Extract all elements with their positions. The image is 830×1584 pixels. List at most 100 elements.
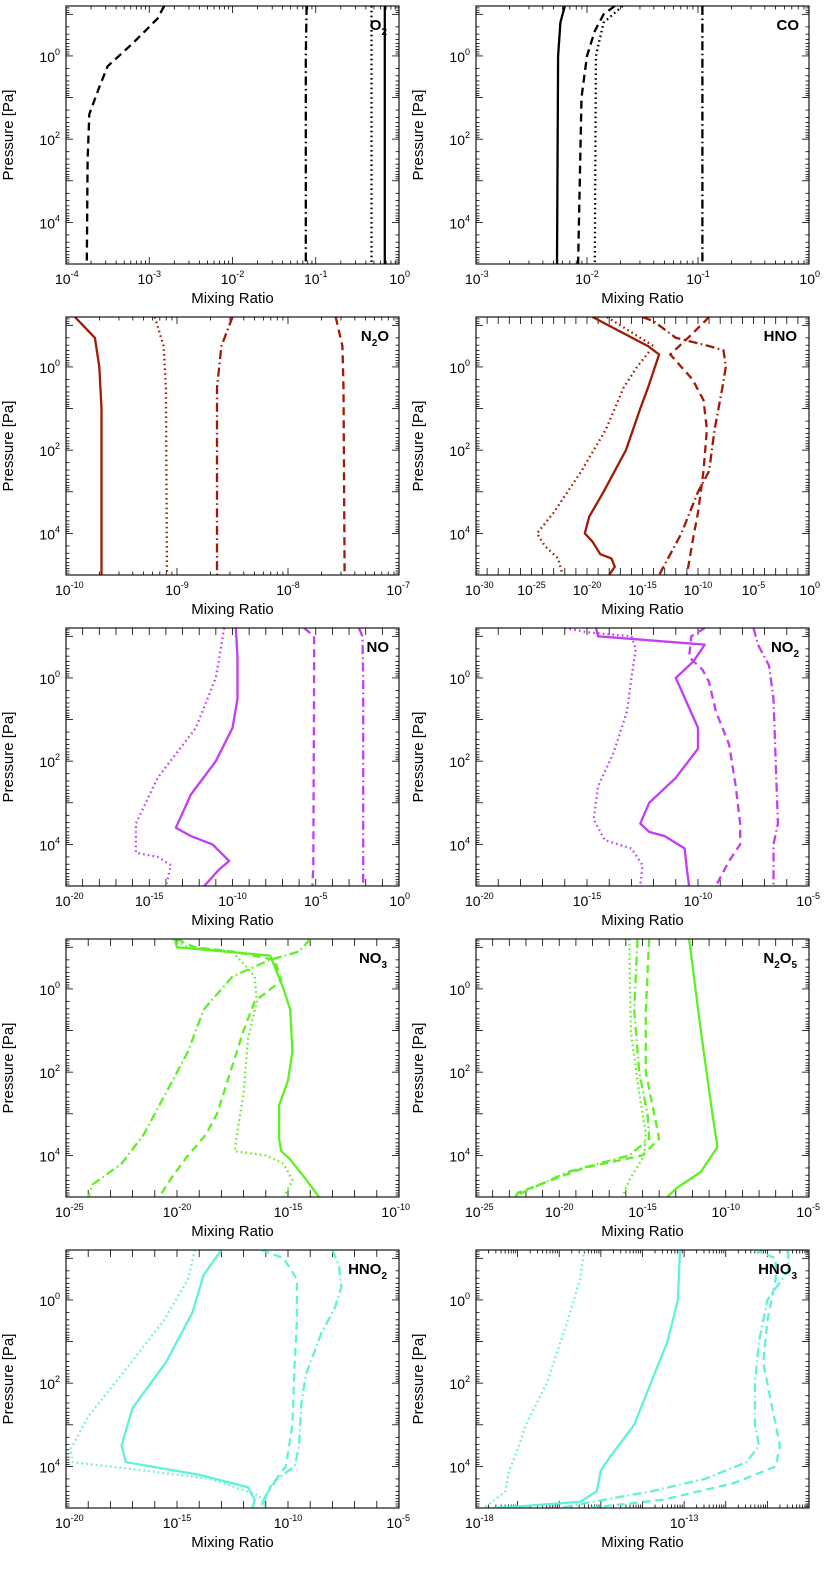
x-tick-label: 10-30 <box>465 580 494 598</box>
x-tick-label: 10-15 <box>628 1202 657 1220</box>
series-line-dashed <box>303 628 316 886</box>
x-tick-label: 10-20 <box>465 891 494 909</box>
series-group <box>74 317 346 575</box>
series-line-solid <box>583 317 661 575</box>
series-line-dotted <box>153 317 169 575</box>
series-line-dotted <box>483 1250 586 1508</box>
plot-area <box>65 627 400 887</box>
y-axis-label: Pressure [Pa] <box>0 712 17 803</box>
y-tick-label: 104 <box>449 213 470 231</box>
series-group <box>87 939 321 1197</box>
y-tick-label: 102 <box>39 441 60 459</box>
y-tick-label: 100 <box>39 669 60 687</box>
y-tick-label: 104 <box>449 835 470 853</box>
panel-no2: 10-20 10-15 10-10 10-5 100 102 104 Mixing Ratio… <box>410 627 820 929</box>
x-tick-label: 10-10 <box>218 891 247 909</box>
x-tick-label: 10-15 <box>163 1513 192 1531</box>
y-tick-label: 104 <box>39 835 60 853</box>
species-label: HNO2 <box>348 1261 387 1282</box>
series-group <box>134 628 365 886</box>
x-tick-label: 10-10 <box>711 1202 740 1220</box>
series-line-solid <box>492 1250 682 1508</box>
x-tick-label: 10-18 <box>465 1513 494 1531</box>
x-tick-label: 10-5 <box>742 580 766 598</box>
x-tick-label: 10-4 <box>55 269 79 287</box>
x-tick-label: 10-5 <box>796 891 820 909</box>
species-label: N2O5 <box>763 950 797 971</box>
x-tick-label: 10-3 <box>465 269 489 287</box>
y-axis-label: Pressure [Pa] <box>410 1334 427 1425</box>
species-label: O2 <box>370 17 388 38</box>
series-line-solid <box>173 939 321 1197</box>
x-axis-label: Mixing Ratio <box>601 601 684 618</box>
x-tick-label: 100 <box>389 269 410 287</box>
y-tick-label: 102 <box>449 1063 470 1081</box>
plot-area <box>475 1249 810 1509</box>
x-tick-label: 10-10 <box>55 580 84 598</box>
x-axis-label: Mixing Ratio <box>601 1534 684 1551</box>
x-tick-label: 10-7 <box>386 580 410 598</box>
panel-o2: 10-4 10-3 10-2 10-1 100 100 102 104 Mixing Ratio… <box>0 5 410 307</box>
y-tick-label: 104 <box>39 213 60 231</box>
plot-area <box>65 1249 400 1509</box>
series-line-dashdot <box>87 939 312 1197</box>
series-line-dashed <box>669 317 710 575</box>
y-tick-label: 104 <box>39 524 60 542</box>
series-line-dashdot <box>304 6 308 264</box>
series-line-dashed <box>158 939 283 1197</box>
y-axis-label: Pressure [Pa] <box>0 90 17 181</box>
x-tick-label: 10-1 <box>686 269 710 287</box>
series-line-solid <box>120 1250 256 1508</box>
panel-no: 10-20 10-15 10-10 10-5 100 100 102 104 Mixing Ra… <box>0 627 410 929</box>
series-line-dashdot <box>215 317 234 575</box>
x-tick-label: 10-15 <box>135 891 164 909</box>
y-tick-label: 102 <box>39 130 60 148</box>
x-tick-label: 10-2 <box>221 269 245 287</box>
y-tick-label: 102 <box>39 1374 60 1392</box>
species-label: NO <box>367 639 390 656</box>
y-tick-label: 102 <box>449 752 470 770</box>
y-tick-label: 100 <box>449 669 470 687</box>
species-label: CO <box>777 17 800 34</box>
x-tick-label: 10-1 <box>304 269 328 287</box>
series-line-solid <box>74 317 103 575</box>
x-tick-label: 10-2 <box>575 269 599 287</box>
series-line-dotted <box>593 6 624 264</box>
y-tick-label: 104 <box>449 1146 470 1164</box>
plot-area <box>65 316 400 576</box>
x-tick-label: 10-10 <box>381 1202 410 1220</box>
species-label: NO3 <box>359 950 388 971</box>
series-line-dotted <box>134 628 226 886</box>
y-tick-label: 104 <box>39 1146 60 1164</box>
x-tick-label: 10-9 <box>165 580 189 598</box>
y-axis-label: Pressure [Pa] <box>0 401 17 492</box>
y-tick-label: 100 <box>39 358 60 376</box>
y-tick-label: 102 <box>449 130 470 148</box>
y-tick-label: 100 <box>449 358 470 376</box>
plot-area <box>65 5 400 265</box>
x-tick-label: 10-20 <box>55 891 84 909</box>
x-tick-label: 100 <box>389 891 410 909</box>
x-tick-label: 10-15 <box>573 891 602 909</box>
panel-hno: 10-30 10-25 10-20 10-15 10-10 10-5 100 100 102 10… <box>410 316 820 618</box>
y-tick-label: 102 <box>39 1063 60 1081</box>
x-axis-label: Mixing Ratio <box>601 290 684 307</box>
y-tick-label: 104 <box>449 1457 470 1475</box>
plot-area <box>475 5 810 265</box>
x-tick-label: 10-25 <box>465 1202 494 1220</box>
x-tick-label: 10-10 <box>684 891 713 909</box>
series-line-dashdot <box>642 317 727 575</box>
y-tick-label: 100 <box>449 47 470 65</box>
series-line-dashed <box>576 6 616 264</box>
y-axis-label: Pressure [Pa] <box>410 712 427 803</box>
y-tick-label: 102 <box>449 441 470 459</box>
x-tick-label: 10-8 <box>276 580 300 598</box>
plot-area <box>475 627 810 887</box>
series-line-dotted <box>535 317 655 575</box>
panel-n2o5: 10-25 10-20 10-15 10-10 10-5 100 102 104 Mixing … <box>410 938 820 1240</box>
y-tick-label: 104 <box>449 524 470 542</box>
species-label: HNO3 <box>758 1261 797 1282</box>
x-axis-label: Mixing Ratio <box>191 1534 274 1551</box>
x-axis-label: Mixing Ratio <box>601 1223 684 1240</box>
